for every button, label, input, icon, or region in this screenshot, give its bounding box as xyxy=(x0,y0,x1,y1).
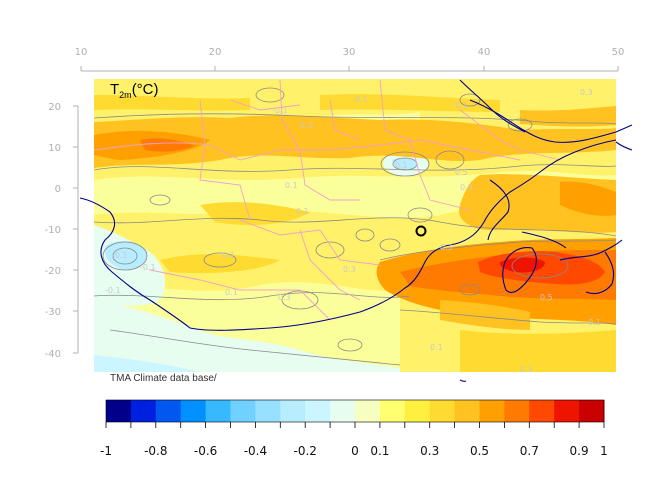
colorbar-swatch xyxy=(579,400,605,422)
colorbar-swatch xyxy=(379,400,406,422)
contour-label: 0.1 xyxy=(588,318,601,327)
lat-tick-label: 20 xyxy=(48,102,61,113)
colorbar-swatch xyxy=(280,400,306,422)
title-variable: T xyxy=(110,81,119,98)
colorbar-swatch xyxy=(130,400,157,422)
contour-label: 0.3 xyxy=(278,293,291,302)
colorbar-swatch xyxy=(330,400,356,422)
colorbar-label: 0 xyxy=(351,444,359,458)
colorbar-label: 0.5 xyxy=(470,444,489,458)
contour-label: -0.1 xyxy=(272,106,288,115)
colorbar-label: -1 xyxy=(100,444,112,458)
contour-lines xyxy=(94,87,616,366)
contour-label: 0.1 xyxy=(296,207,309,216)
contour-label: 0.5 xyxy=(540,293,553,302)
location-marker xyxy=(415,225,427,237)
contour-label: 0.3 xyxy=(343,265,356,274)
lon-tick-label: 10 xyxy=(75,47,88,58)
colorbar-label: 1 xyxy=(600,444,608,458)
lat-tick-label: -20 xyxy=(45,266,61,277)
contour-label: 0.1 xyxy=(430,343,443,352)
colorbar-swatch xyxy=(180,400,207,422)
contour-label: 0.1 xyxy=(225,288,238,297)
colorbar-label: 0.3 xyxy=(420,444,439,458)
lon-tick-label: 40 xyxy=(478,47,491,58)
colorbar-swatch xyxy=(106,400,132,422)
lon-tick-label: 50 xyxy=(612,47,625,58)
lat-tick-label: -40 xyxy=(45,349,61,360)
colorbar: -1 -0.8 -0.6 -0.4 -0.2 0 0.1 0.3 0.5 0.7 0.9 1 xyxy=(100,399,608,458)
contour-label: 0.3 xyxy=(580,88,593,97)
contour-label: 0.3 xyxy=(460,183,473,192)
contour-label: 0.1 xyxy=(285,181,298,190)
longitude-axis: 10 20 30 40 50 xyxy=(75,47,625,72)
contour-label: 0.1 xyxy=(355,95,368,104)
colorbar-label: -0.6 xyxy=(194,444,217,458)
colorbar-swatch xyxy=(305,400,331,422)
colorbar-swatch xyxy=(454,400,480,422)
colorbar-label: 0.1 xyxy=(370,444,389,458)
colorbar-swatch xyxy=(205,400,231,422)
colorbar-label: -0.8 xyxy=(144,444,167,458)
lon-tick-label: 30 xyxy=(343,47,356,58)
lon-tick-label: 20 xyxy=(209,47,222,58)
country-borders xyxy=(94,79,561,321)
colorbar-swatch xyxy=(529,400,555,422)
contour-label: 0.5 xyxy=(455,168,468,177)
title-subscript: 2m xyxy=(119,90,132,100)
map-title: T2m(°C) xyxy=(110,81,159,100)
colorbar-swatch xyxy=(230,400,256,422)
contour-label: 0.1 xyxy=(222,251,235,260)
lat-tick-label: 0 xyxy=(55,184,61,195)
coastline xyxy=(79,79,633,382)
colorbar-swatch xyxy=(554,400,580,422)
colorbar-swatch xyxy=(355,400,381,422)
lat-tick-label: -30 xyxy=(45,307,61,318)
colorbar-swatch xyxy=(429,400,456,422)
contour-label: -0.1 xyxy=(392,161,408,170)
colorbar-swatch xyxy=(404,400,431,422)
contour-label: 0.3 xyxy=(440,243,453,252)
colorbar-label: -0.4 xyxy=(244,444,267,458)
colorbar-swatch xyxy=(255,400,281,422)
colorbar-swatch xyxy=(155,400,182,422)
colorbar-label: 0.7 xyxy=(520,444,539,458)
contour-label: -0.1 xyxy=(112,251,128,260)
title-unit: (°C) xyxy=(132,81,159,98)
colorbar-swatch xyxy=(479,400,505,422)
contour-label: -0.1 xyxy=(140,263,156,272)
contour-labels: -0.1 0.1 0.1 0.3 0.1 -0.1 0.1 0.3 0.1 -0… xyxy=(105,88,601,374)
lat-tick-label: -10 xyxy=(45,225,61,236)
lat-tick-label: 10 xyxy=(48,143,61,154)
latitude-axis: 20 10 0 -10 -20 -30 -40 xyxy=(45,102,79,360)
colorbar-label: -0.2 xyxy=(293,444,316,458)
colorbar-swatch xyxy=(504,400,530,422)
contour-label: 0.3 xyxy=(520,365,533,374)
colorbar-label: 0.9 xyxy=(570,444,589,458)
contour-label: -0.1 xyxy=(105,286,121,295)
contour-label: 0.1 xyxy=(300,121,313,130)
data-credit: TMA Climate data base/ xyxy=(110,373,217,384)
contour-label: 0.1 xyxy=(455,101,468,110)
temperature-field xyxy=(94,79,616,372)
